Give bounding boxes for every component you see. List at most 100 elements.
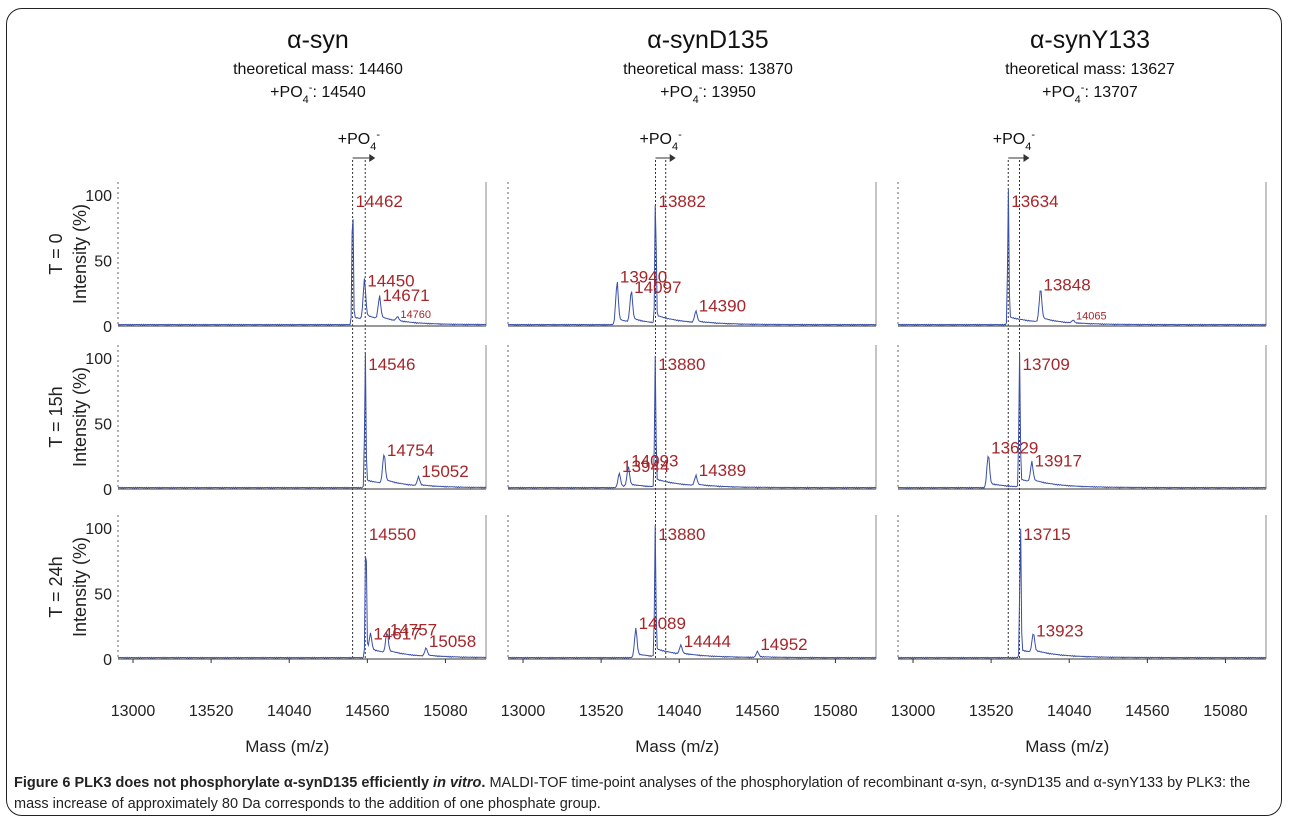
- spectrum-trace: [507, 356, 876, 489]
- caption-title-italic: in vitro: [433, 775, 482, 791]
- spectrum-trace: [897, 352, 1267, 489]
- y-tick-label: 50: [94, 417, 112, 434]
- peak-label: 13940: [620, 268, 667, 287]
- peak-label: 13917: [1035, 452, 1082, 471]
- peak-label: 13882: [659, 192, 706, 211]
- theoretical-mass-1: theoretical mass: 13870: [623, 61, 793, 78]
- column-title-2: α-synY133: [1030, 26, 1150, 54]
- peak-label: 14760: [400, 309, 431, 321]
- peak-label: 14754: [387, 441, 434, 460]
- peak-label: 13629: [991, 439, 1038, 458]
- po4-arrowhead: [669, 154, 676, 162]
- phospho-mass-0: +PO4-: 14540: [270, 82, 366, 106]
- y-tick-label: 100: [85, 521, 112, 538]
- x-axis-label: Mass (m/z): [1025, 737, 1109, 756]
- peak-label: 14546: [368, 355, 415, 374]
- peak-label: 15052: [421, 462, 468, 481]
- peak-label: 13880: [658, 525, 705, 544]
- row-ylabel-0: Intensity (%): [70, 204, 90, 304]
- row-time-label-2: T = 24h: [46, 556, 66, 617]
- x-tick-label: 15080: [1203, 703, 1248, 720]
- spectrum-trace: [507, 205, 877, 326]
- peak-label: 14462: [356, 192, 403, 211]
- po4-marker-0: +PO4-: [338, 129, 381, 153]
- spectrum-trace: [507, 525, 877, 659]
- po4-marker-2: +PO4-: [993, 129, 1036, 153]
- spectrum-trace: [117, 556, 487, 659]
- row-ylabel-2: Intensity (%): [70, 537, 90, 637]
- x-axis-label: Mass (m/z): [245, 737, 329, 756]
- row-time-label-0: T = 0: [46, 233, 66, 274]
- peak-label: 13634: [1011, 192, 1058, 211]
- peak-label: 14097: [634, 278, 681, 297]
- peak-label: 13923: [1036, 622, 1083, 641]
- peak-label: 14550: [369, 525, 416, 544]
- y-tick-label: 100: [85, 351, 112, 368]
- theoretical-mass-0: theoretical mass: 14460: [233, 61, 403, 78]
- peak-label: 13944: [622, 457, 669, 476]
- x-tick-label: 14560: [1125, 703, 1170, 720]
- x-tick-label: 14040: [267, 703, 312, 720]
- spectrum-trace: [897, 189, 1267, 326]
- column-title-1: α-synD135: [647, 26, 768, 54]
- peak-label: 14089: [639, 614, 686, 633]
- x-tick-label: 13520: [189, 703, 234, 720]
- y-tick-label: 50: [94, 254, 112, 271]
- peak-label: 14757: [390, 620, 437, 639]
- peak-label: 14671: [382, 286, 429, 305]
- peak-label: 13709: [1023, 355, 1070, 374]
- y-tick-label: 0: [103, 319, 112, 336]
- spectrum-trace: [117, 352, 487, 489]
- peak-label: 13880: [658, 355, 705, 374]
- x-tick-label: 14560: [345, 703, 390, 720]
- theoretical-mass-2: theoretical mass: 13627: [1005, 61, 1175, 78]
- spectrum-panel: 14546 14754 15052: [117, 345, 487, 490]
- peak-label: 13848: [1043, 276, 1090, 295]
- peak-label: 14450: [367, 272, 414, 291]
- peak-label: 15058: [429, 632, 476, 651]
- x-tick-label: 13000: [111, 703, 156, 720]
- x-tick-label: 14560: [735, 703, 780, 720]
- caption-text: MALDI-TOF time-point analyses of the pho…: [14, 775, 1251, 812]
- y-tick-label: 100: [85, 188, 112, 205]
- peak-label: 13715: [1023, 525, 1070, 544]
- peak-label: 14390: [699, 297, 746, 316]
- po4-marker-1: +PO4-: [639, 129, 682, 153]
- caption-label: Figure 6: [14, 775, 71, 791]
- x-tick-label: 13000: [501, 703, 546, 720]
- figure-frame: [6, 8, 1282, 816]
- figure-caption: Figure 6 PLK3 does not phosphorylate α-s…: [14, 775, 1251, 812]
- peak-label: 14389: [699, 461, 746, 480]
- peak-label: 14444: [684, 632, 731, 651]
- x-tick-label: 15080: [423, 703, 468, 720]
- x-tick-label: 13520: [969, 703, 1014, 720]
- spectrum-panel: 13634 13848 14065: [897, 182, 1267, 327]
- spectrum-trace: [897, 528, 1267, 659]
- y-tick-label: 50: [94, 587, 112, 604]
- spectrum-panel: 13715 13923: [897, 515, 1267, 660]
- x-tick-label: 13000: [891, 703, 936, 720]
- x-axis-label: Mass (m/z): [635, 737, 719, 756]
- phospho-mass-1: +PO4-: 13950: [660, 82, 756, 106]
- spectrum-trace: [117, 219, 487, 326]
- phospho-mass-2: +PO4-: 13707: [1042, 82, 1138, 106]
- y-tick-label: 0: [103, 652, 112, 669]
- x-tick-label: 14040: [1047, 703, 1092, 720]
- x-tick-label: 13520: [579, 703, 624, 720]
- caption-title: PLK3 does not phosphorylate α-synD135 ef…: [74, 775, 430, 791]
- peak-label: 14093: [631, 452, 678, 471]
- po4-arrowhead: [369, 154, 376, 162]
- row-ylabel-1: Intensity (%): [70, 367, 90, 467]
- x-tick-label: 15080: [813, 703, 858, 720]
- peak-label: 14952: [760, 635, 807, 654]
- column-title-0: α-syn: [287, 26, 349, 54]
- maldi-tof-chart: α-syn theoretical mass: 14460 +PO4-: 14540…: [46, 26, 1267, 756]
- peak-label: 14617: [373, 624, 420, 643]
